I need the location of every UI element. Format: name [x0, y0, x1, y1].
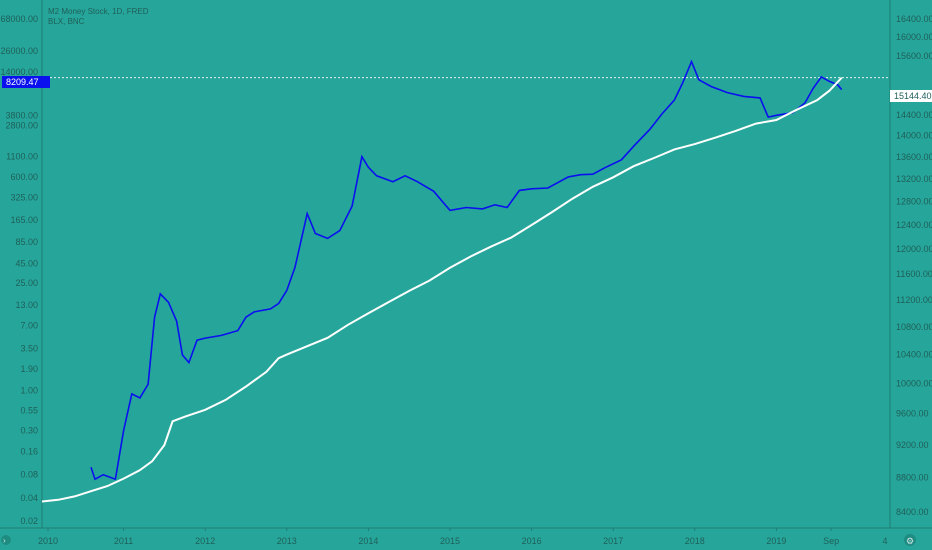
left-tick-label: 26000.00: [0, 46, 38, 56]
right-tick-label: 12400.00: [896, 220, 932, 230]
left-tick-label: 68000.00: [0, 14, 38, 24]
right-tick-label: 13600.00: [896, 152, 932, 162]
current-right-badge: 15144.40: [890, 90, 932, 102]
right-tick-label: 8800.00: [896, 473, 929, 483]
left-tick-label: 0.30: [20, 426, 38, 436]
scale-settings-icon: ⚙: [906, 536, 914, 546]
right-tick-label: 12800.00: [896, 197, 932, 207]
right-tick-label: 10000.00: [896, 379, 932, 389]
left-tick-label: 0.08: [20, 470, 38, 480]
x-tick-label: 2010: [38, 536, 58, 546]
current-left-badge: 8209.47: [2, 76, 50, 88]
right-tick-label: 14400.00: [896, 110, 932, 120]
left-tick-label: 3.50: [20, 344, 38, 354]
x-axis-ticks: 2010 2011 2012 2013 2014 2015 2016 2017 2018 2019…: [38, 528, 888, 546]
m2-money-stock-series: [41, 77, 843, 503]
left-tick-label: 325.00: [10, 192, 38, 202]
x-tick-label: 2013: [277, 536, 297, 546]
left-tick-label: 0.04: [20, 493, 38, 503]
right-tick-label: 14000.00: [896, 131, 932, 141]
left-tick-label: 7.00: [20, 320, 38, 330]
right-tick-label: 11200.00: [896, 295, 932, 305]
left-tick-label: 1.00: [20, 385, 38, 395]
left-tick-label: 0.02: [20, 516, 38, 526]
left-tick-label: 1100.00: [6, 152, 38, 162]
left-tick-label: 45.00: [15, 258, 38, 268]
x-tick-label: 2017: [603, 536, 623, 546]
left-tick-label: 25.00: [15, 278, 38, 288]
x-tick-label: Sep: [823, 536, 839, 546]
left-tick-label: 85.00: [15, 237, 38, 247]
left-tick-label: 0.16: [20, 447, 38, 457]
right-tick-label: 8400.00: [896, 507, 929, 517]
x-tick-label: 2018: [685, 536, 705, 546]
left-tick-label: 1.90: [20, 364, 38, 374]
x-tick-label: 2014: [358, 536, 378, 546]
current-right-label: 15144.40: [894, 91, 932, 101]
left-tick-label: 2800.00: [5, 120, 38, 130]
x-tick-label: 2015: [440, 536, 460, 546]
left-tick-label: 600.00: [10, 172, 38, 182]
x-tick-label: 2016: [522, 536, 542, 546]
x-tick-label: 2012: [195, 536, 215, 546]
right-tick-label: 10800.00: [896, 322, 932, 332]
right-tick-label: 9200.00: [896, 440, 929, 450]
scale-settings-button[interactable]: ⚙: [904, 534, 916, 546]
x-tick-label: 2011: [114, 536, 133, 546]
x-tick-label: 4: [882, 536, 887, 546]
left-tick-label: 165.00: [10, 215, 38, 225]
right-axis-ticks: 16400.0016000.0015600.0014800.0014400.00…: [896, 14, 932, 517]
right-tick-label: 9600.00: [896, 409, 929, 419]
left-tick-label: 3800.00: [5, 110, 38, 120]
left-tick-label: 0.55: [20, 405, 38, 415]
right-tick-label: 16000.00: [896, 32, 932, 42]
btc-price-series: [90, 59, 843, 481]
chart-subtitle: BLX, BNC: [48, 17, 85, 26]
left-tick-label: 13.00: [15, 300, 38, 310]
left-tick-label: 14000.00: [0, 67, 38, 77]
right-tick-label: 10400.00: [896, 350, 932, 360]
right-tick-label: 11600.00: [896, 269, 932, 279]
timeline-navigation-icon: ›: [3, 536, 6, 545]
right-tick-label: 12000.00: [896, 244, 932, 254]
chart-title: M2 Money Stock, 1D, FRED: [48, 7, 149, 16]
timeline-navigation-button[interactable]: ›: [1, 535, 11, 545]
right-tick-label: 16400.00: [896, 14, 932, 24]
right-tick-label: 15600.00: [896, 51, 932, 61]
x-tick-label: 2019: [766, 536, 786, 546]
right-tick-label: 13200.00: [896, 174, 932, 184]
current-left-label: 8209.47: [6, 77, 39, 87]
